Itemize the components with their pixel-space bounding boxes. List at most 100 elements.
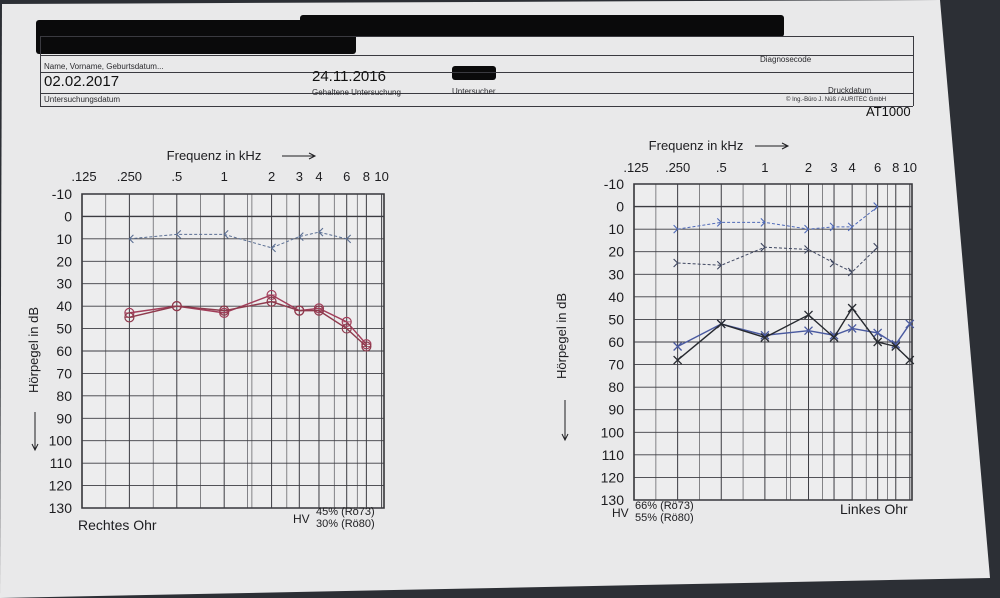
x-tick-label: 10 bbox=[903, 160, 917, 175]
x-tick-label: .5 bbox=[171, 169, 182, 184]
chart-title: Frequenz in kHz bbox=[167, 148, 262, 163]
y-tick-label: 40 bbox=[56, 298, 72, 314]
x-tick-label: 10 bbox=[374, 169, 388, 184]
print-date-label: Druckdatum bbox=[828, 86, 872, 95]
exam-date: 02.02.2017 bbox=[44, 73, 120, 90]
x-tick-label: 2 bbox=[805, 160, 812, 175]
copyright-text: © Ing.-Büro J. Nüß / AURITEC GmbH bbox=[786, 97, 887, 103]
data-point-bracket bbox=[270, 243, 276, 253]
hv-label: HV bbox=[612, 506, 629, 520]
down-arrow-head bbox=[31, 443, 39, 452]
y-tick-label: 50 bbox=[608, 311, 624, 327]
x-tick-label: 1 bbox=[221, 169, 228, 184]
held-exam-label: Gehaltene Untersuchung bbox=[312, 88, 401, 97]
data-point-cross bbox=[905, 355, 915, 365]
y-tick-label: 110 bbox=[50, 455, 73, 471]
data-point-cross bbox=[760, 333, 770, 342]
data-point-bracket bbox=[847, 222, 853, 232]
x-tick-label: 3 bbox=[296, 169, 303, 184]
hv-value: 30% (Rö80) bbox=[316, 518, 375, 530]
header-line bbox=[40, 72, 913, 73]
hv-value: 66% (Rö73) bbox=[635, 500, 694, 512]
data-point-bracket bbox=[716, 217, 723, 227]
header-line bbox=[40, 93, 913, 94]
y-tick-label: 30 bbox=[608, 266, 624, 282]
x-tick-label: .125 bbox=[71, 169, 96, 184]
held-exam-date: 24.11.2016 bbox=[312, 68, 386, 85]
data-point-bracket bbox=[318, 227, 324, 237]
chart-title: Frequenz in kHz bbox=[649, 138, 744, 153]
x-tick-label: .5 bbox=[716, 160, 727, 175]
data-point-cross bbox=[905, 319, 915, 329]
device-model: AT1000 bbox=[866, 104, 911, 119]
hv-label: HV bbox=[293, 512, 310, 526]
hv-value: 45% (Rö73) bbox=[316, 506, 375, 518]
header-line bbox=[40, 36, 41, 106]
y-tick-label: 20 bbox=[608, 244, 624, 260]
y-tick-label: 50 bbox=[56, 321, 72, 337]
data-point-bracket bbox=[345, 234, 352, 244]
y-tick-label: 130 bbox=[601, 492, 625, 508]
data-point-bracket bbox=[760, 217, 766, 227]
y-tick-label: -10 bbox=[604, 176, 624, 192]
data-point-bracket bbox=[829, 222, 835, 232]
y-tick-label: 0 bbox=[64, 208, 72, 224]
data-point-cross bbox=[847, 323, 857, 333]
x-tick-label: .250 bbox=[117, 169, 142, 184]
redacted-header bbox=[300, 15, 784, 37]
data-point-circle bbox=[313, 305, 325, 316]
x-tick-label: 8 bbox=[892, 160, 899, 175]
data-point-cross bbox=[804, 326, 813, 336]
y-tick-label: 70 bbox=[56, 365, 72, 381]
data-point-circle bbox=[294, 305, 305, 316]
data-point-circle bbox=[341, 316, 352, 327]
diagnose-label: Diagnosecode bbox=[760, 55, 812, 64]
title-arrow-head bbox=[308, 152, 317, 160]
data-point-bracket bbox=[128, 234, 134, 244]
y-tick-label: 90 bbox=[56, 410, 72, 426]
data-point-cross bbox=[804, 310, 813, 320]
y-tick-label: 120 bbox=[601, 469, 625, 485]
y-tick-label: 130 bbox=[49, 500, 73, 516]
x-tick-label: 4 bbox=[849, 160, 856, 175]
series-line-air_b bbox=[129, 300, 367, 348]
data-point-bracket bbox=[829, 258, 835, 268]
x-tick-label: .250 bbox=[665, 160, 690, 175]
title-arrow-head bbox=[781, 142, 790, 150]
data-point-bracket bbox=[673, 224, 679, 234]
ear-label: Linkes Ohr bbox=[840, 501, 908, 517]
x-tick-label: 1 bbox=[761, 160, 768, 175]
data-point-bracket bbox=[176, 229, 182, 239]
y-tick-label: 110 bbox=[602, 447, 625, 463]
x-tick-label: 4 bbox=[315, 169, 322, 184]
y-tick-label: 60 bbox=[56, 343, 72, 359]
data-point-circle bbox=[341, 323, 352, 334]
down-arrow-head bbox=[561, 433, 569, 442]
data-point-cross bbox=[873, 337, 883, 347]
data-point-bracket bbox=[804, 224, 810, 234]
data-point-bracket bbox=[298, 232, 304, 242]
y-tick-label: 90 bbox=[608, 402, 624, 418]
data-point-bracket bbox=[804, 245, 810, 254]
data-point-circle bbox=[124, 312, 135, 323]
x-tick-label: 8 bbox=[363, 169, 370, 184]
data-point-bracket bbox=[716, 260, 723, 270]
y-tick-label: 0 bbox=[616, 199, 624, 215]
data-point-cross bbox=[891, 339, 901, 349]
y-tick-label: 10 bbox=[608, 221, 624, 237]
data-point-circle bbox=[266, 289, 277, 301]
header-line bbox=[913, 36, 914, 106]
y-tick-label: 70 bbox=[608, 357, 624, 373]
x-tick-label: 6 bbox=[343, 169, 350, 184]
y-tick-label: 80 bbox=[56, 388, 72, 404]
data-point-cross bbox=[847, 303, 857, 313]
exam-date-label: Untersuchungsdatum bbox=[44, 95, 121, 104]
name-label: Name, Vorname, Geburtsdatum... bbox=[44, 62, 164, 71]
x-tick-label: 6 bbox=[874, 160, 881, 175]
hv-value: 55% (Rö80) bbox=[635, 512, 694, 524]
data-point-circle bbox=[219, 305, 230, 316]
y-tick-label: 20 bbox=[56, 253, 72, 269]
header-line bbox=[40, 55, 913, 56]
data-point-cross bbox=[673, 355, 683, 365]
